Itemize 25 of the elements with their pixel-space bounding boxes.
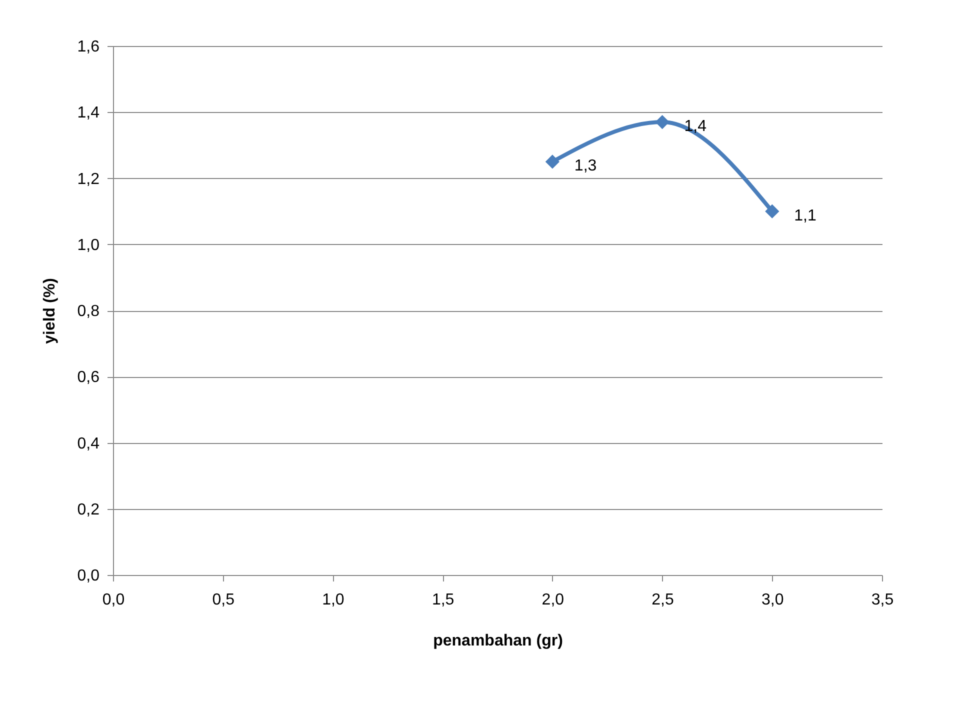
y-tick-label: 1,6 <box>77 38 100 56</box>
y-tick-label: 0,2 <box>77 501 100 518</box>
x-tick-label: 0,0 <box>102 592 125 608</box>
data-label: 1,1 <box>794 207 816 224</box>
y-tick-label: 1,0 <box>77 236 100 254</box>
x-tick-label: 1,5 <box>432 592 454 608</box>
x-tick-label: 2,5 <box>652 592 674 608</box>
point <box>545 154 560 169</box>
x-tick-label: 3,5 <box>871 592 894 608</box>
x-tick-label: 0,5 <box>212 592 235 608</box>
x-tick-label: 2,0 <box>542 592 564 608</box>
y-tick-label: 0,8 <box>77 303 100 320</box>
y-tick-label: 0,6 <box>77 369 100 386</box>
y-tick-label: 1,2 <box>77 170 100 188</box>
y-axis-title: yield (%) <box>41 278 58 344</box>
y-tick-label: 1,4 <box>77 104 100 122</box>
y-tick-label: 0,4 <box>77 435 100 452</box>
data-label: 1,4 <box>684 118 707 136</box>
x-axis-title: penambahan (gr) <box>433 632 563 650</box>
data-label: 1,3 <box>574 158 597 175</box>
x-tick-label: 1,0 <box>322 592 344 608</box>
x-tick-label: 3,0 <box>762 592 784 608</box>
y-tick-label: 0,0 <box>77 568 100 584</box>
point <box>655 114 670 130</box>
point <box>765 204 780 218</box>
